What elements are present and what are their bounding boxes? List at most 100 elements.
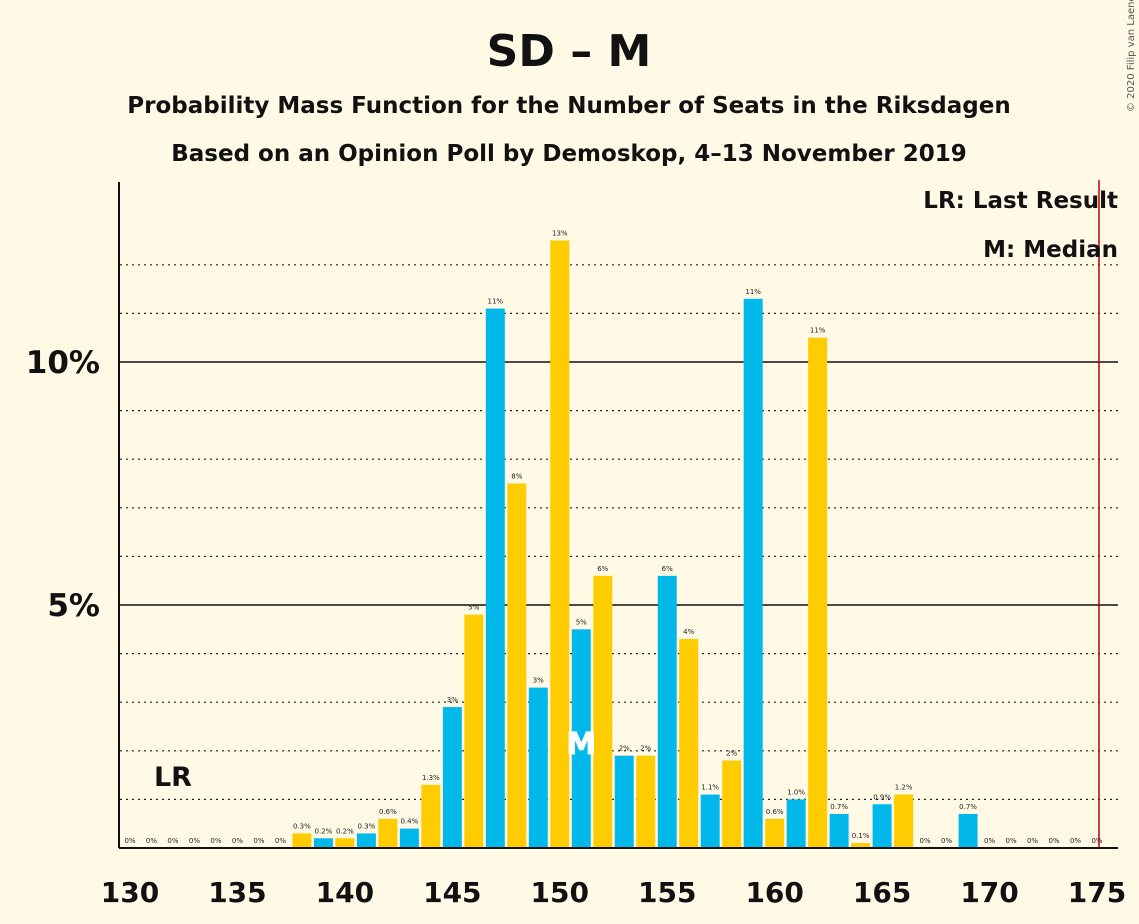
bar-label-seat-173: 0% xyxy=(1048,837,1059,845)
bar-seat-138 xyxy=(292,833,312,848)
bar-seat-165 xyxy=(872,804,892,848)
bar-label-seat-152: 6% xyxy=(597,565,608,573)
y-tick-label-5: 5% xyxy=(47,588,100,624)
chart-subtitle-2: Based on an Opinion Poll by Demoskop, 4–… xyxy=(171,141,967,167)
bar-seat-142 xyxy=(378,818,398,848)
bar-label-seat-169: 0.7% xyxy=(959,803,977,811)
legend-last-result: LR: Last Result xyxy=(923,188,1118,214)
bar-seat-140 xyxy=(335,838,355,848)
bar-seat-160 xyxy=(765,818,785,848)
x-tick-label-170: 170 xyxy=(960,876,1018,909)
bar-label-seat-138: 0.3% xyxy=(293,822,311,830)
bar-label-seat-174: 0% xyxy=(1070,837,1081,845)
bar-label-seat-130: 0% xyxy=(124,837,135,845)
bar-label-seat-151: 5% xyxy=(576,618,587,626)
bar-label-seat-166: 1.2% xyxy=(895,784,913,792)
bar-seat-139 xyxy=(313,838,333,848)
bar-label-seat-133: 0% xyxy=(189,837,200,845)
bar-value-labels: 0% 0% 0% 0% 0% 0% 0% 0%0.3%0.2% 0.2%0.3%0.6%0.4%… xyxy=(124,230,1102,846)
bar-seat-166 xyxy=(894,794,914,848)
bar-label-seat-170: 0% xyxy=(984,837,995,845)
bar-seat-144 xyxy=(421,784,441,848)
bar-label-seat-140: 0.2% xyxy=(336,827,354,835)
chart-subtitle-1: Probability Mass Function for the Number… xyxy=(127,93,1010,119)
chart-markers: LR M xyxy=(154,180,1100,848)
bar-label-seat-171: 0% xyxy=(1005,837,1016,845)
bar-seat-169 xyxy=(958,813,978,848)
bar-label-seat-153: 2% xyxy=(619,745,630,753)
bar-seat-153 xyxy=(614,755,634,848)
bar-label-seat-165: 0.9% xyxy=(873,793,891,801)
x-tick-label-165: 165 xyxy=(853,876,911,909)
x-tick-label-140: 140 xyxy=(316,876,374,909)
bar-seat-149 xyxy=(528,687,548,848)
last-result-marker: LR xyxy=(154,762,192,793)
bar-seat-143 xyxy=(399,828,419,848)
bar-seat-147 xyxy=(485,308,505,848)
bar-seat-145 xyxy=(442,707,462,848)
bar-seat-163 xyxy=(829,813,849,848)
x-tick-label-145: 145 xyxy=(423,876,481,909)
bar-label-seat-172: 0% xyxy=(1027,837,1038,845)
bar-seat-151 xyxy=(571,629,591,848)
gridlines xyxy=(120,264,1118,801)
bar-seat-155 xyxy=(657,575,677,848)
bar-label-seat-139: 0.2% xyxy=(315,827,333,835)
bar-label-seat-141: 0.3% xyxy=(357,822,375,830)
legend-median: M: Median xyxy=(983,237,1118,263)
bar-seat-150 xyxy=(550,240,570,848)
axes: 130 135 140 145 150 155 160 165 170 175 5% 10% xyxy=(26,182,1126,909)
bar-label-seat-137: 0% xyxy=(275,837,286,845)
bar-label-seat-135: 0% xyxy=(232,837,243,845)
bar-label-seat-157: 1.1% xyxy=(701,784,719,792)
bar-label-seat-160: 0.6% xyxy=(766,808,784,816)
bar-label-seat-158: 2% xyxy=(726,750,737,758)
bar-label-seat-159: 11% xyxy=(745,288,761,296)
bar-label-seat-132: 0% xyxy=(167,837,178,845)
bar-label-seat-175: 0% xyxy=(1091,837,1102,845)
bar-label-seat-156: 4% xyxy=(683,628,694,636)
copyright-note: © 2020 Filip van Laenen xyxy=(1126,0,1137,112)
bar-label-seat-142: 0.6% xyxy=(379,808,397,816)
bar-label-seat-149: 3% xyxy=(533,677,544,685)
y-tick-label-10: 10% xyxy=(26,345,100,381)
bar-seat-158 xyxy=(722,760,742,848)
bar-label-seat-136: 0% xyxy=(253,837,264,845)
bar-label-seat-147: 11% xyxy=(488,298,504,306)
x-tick-label-155: 155 xyxy=(638,876,696,909)
bar-label-seat-146: 5% xyxy=(468,604,479,612)
bar-label-seat-168: 0% xyxy=(941,837,952,845)
chart-title: SD – M xyxy=(487,26,652,77)
bar-seat-164 xyxy=(851,843,871,848)
bar-label-seat-154: 2% xyxy=(640,745,651,753)
bar-label-seat-161: 1.0% xyxy=(787,788,805,796)
x-tick-label-135: 135 xyxy=(208,876,266,909)
bar-seat-157 xyxy=(700,794,720,848)
bar-seat-154 xyxy=(636,755,656,848)
median-marker: M xyxy=(566,727,596,762)
bar-seat-156 xyxy=(679,639,699,848)
bar-seat-161 xyxy=(786,799,806,848)
bar-label-seat-150: 13% xyxy=(552,230,568,238)
bar-seat-159 xyxy=(743,298,763,848)
x-tick-label-175: 175 xyxy=(1068,876,1126,909)
bar-label-seat-143: 0.4% xyxy=(400,818,418,826)
bar-seat-152 xyxy=(593,575,613,848)
bar-seat-162 xyxy=(808,337,828,848)
bar-seat-148 xyxy=(507,483,527,848)
bar-seat-146 xyxy=(464,614,484,848)
bar-series xyxy=(292,240,978,848)
bar-label-seat-144: 1.3% xyxy=(422,774,440,782)
bar-seat-141 xyxy=(356,833,376,848)
bar-label-seat-167: 0% xyxy=(920,837,931,845)
bar-label-seat-131: 0% xyxy=(146,837,157,845)
bar-label-seat-145: 3% xyxy=(447,696,458,704)
bar-label-seat-155: 6% xyxy=(662,565,673,573)
bar-label-seat-134: 0% xyxy=(210,837,221,845)
bar-label-seat-148: 8% xyxy=(511,473,522,481)
bar-label-seat-162: 11% xyxy=(810,327,826,335)
x-tick-label-130: 130 xyxy=(101,876,159,909)
x-tick-label-150: 150 xyxy=(531,876,589,909)
bar-label-seat-163: 0.7% xyxy=(830,803,848,811)
